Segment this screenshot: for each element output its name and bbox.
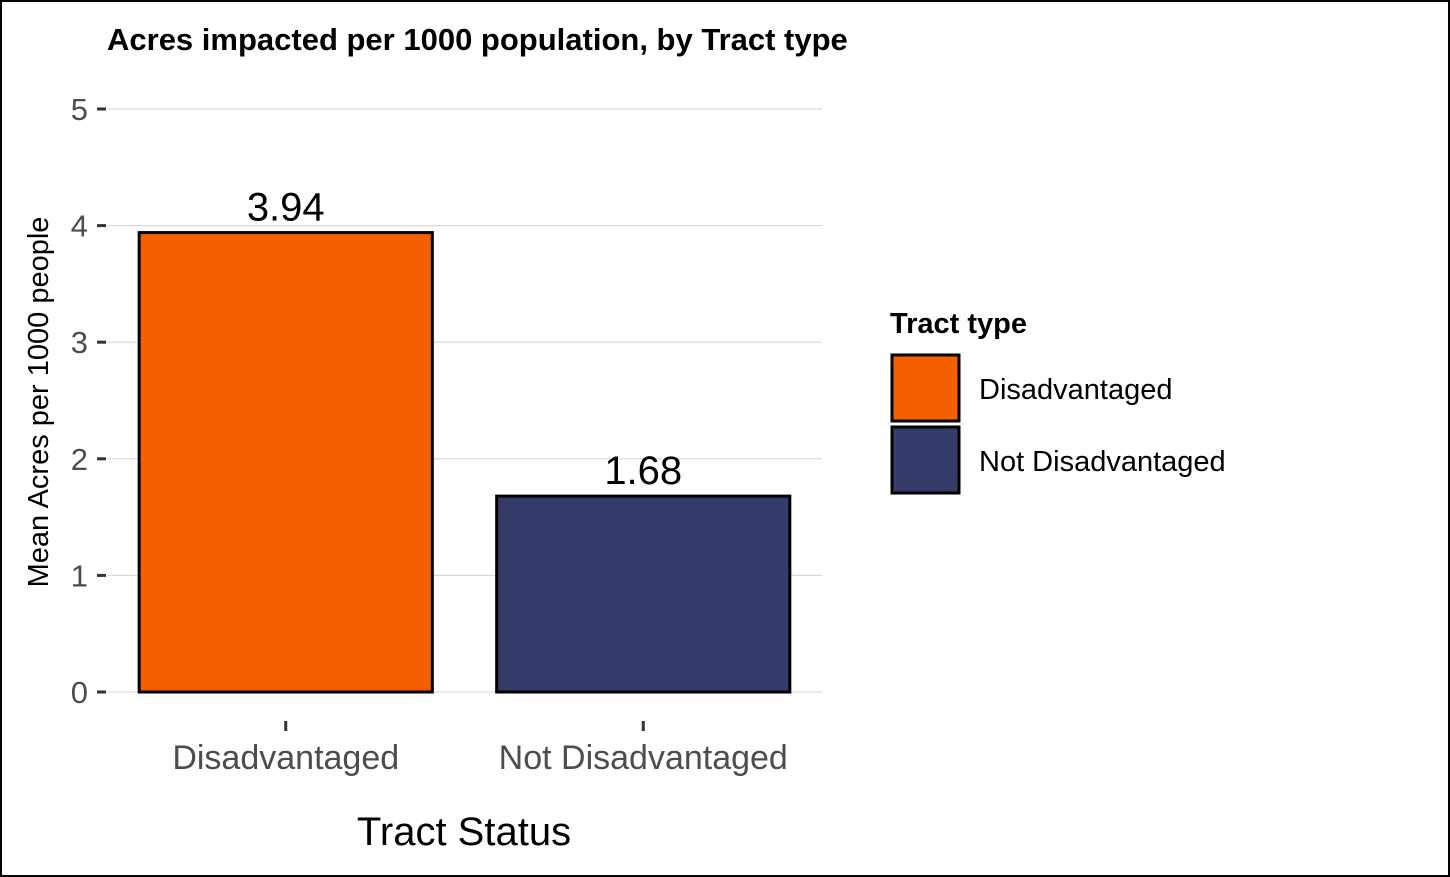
data-label: 3.94 (247, 186, 325, 230)
legend-title: Tract type (890, 308, 1027, 340)
y-tick-label: 3 (71, 325, 88, 360)
data-labels: 3.94 1.68 (247, 186, 682, 494)
y-tick-label: 1 (71, 558, 88, 593)
bar-not-disadvantaged (495, 494, 792, 694)
chart-title: Acres impacted per 1000 population, by T… (107, 22, 848, 57)
legend-swatch (890, 425, 961, 495)
x-axis-title: Tract Status (357, 810, 571, 854)
data-label: 1.68 (604, 449, 682, 493)
y-tick-label: 4 (71, 209, 88, 244)
y-tick-label: 5 (71, 92, 88, 127)
x-tick-label: Not Disadvantaged (499, 739, 788, 777)
bar-disadvantaged (137, 231, 434, 694)
y-tick-label: 0 (71, 675, 88, 710)
legend: Tract type Disadvantaged Not Disadvantage… (890, 308, 1226, 495)
legend-label: Disadvantaged (979, 374, 1172, 406)
y-axis: 0 1 2 3 4 5 (71, 92, 106, 710)
y-axis-title: Mean Acres per 1000 people (23, 217, 55, 588)
bars (137, 231, 792, 694)
y-tick-label: 2 (71, 442, 88, 477)
x-tick-label: Disadvantaged (172, 739, 399, 777)
legend-label: Not Disadvantaged (979, 446, 1226, 478)
x-axis: Disadvantaged Not Disadvantaged (172, 721, 788, 777)
legend-swatch (890, 353, 961, 423)
